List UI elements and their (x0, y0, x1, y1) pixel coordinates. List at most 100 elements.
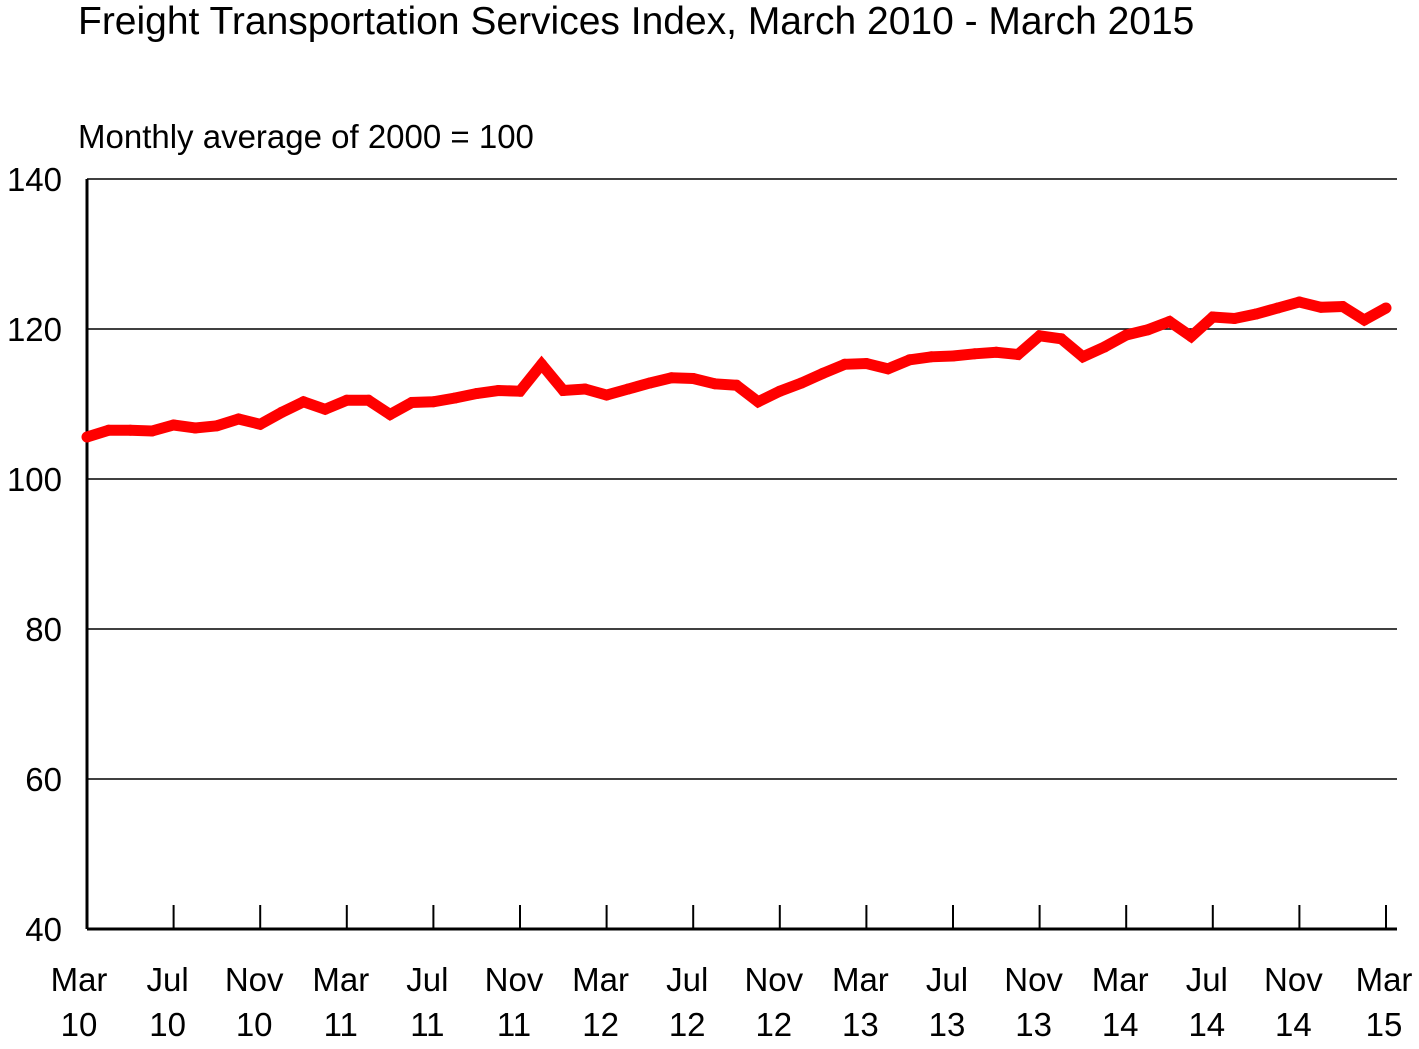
y-tick-label-140: 140 (7, 161, 62, 198)
y-tick-label-60: 60 (25, 761, 62, 798)
data-point-58 (1337, 301, 1349, 312)
data-point-39 (925, 351, 937, 363)
x-tick-label-mar-12: Mar 12 (572, 961, 629, 1043)
data-point-31 (752, 396, 764, 408)
x-tick-month: Nov (225, 961, 284, 998)
data-point-23 (579, 383, 591, 395)
data-point-26 (644, 377, 656, 389)
series-layer (81, 296, 1392, 443)
x-tick-label-nov-14: Nov 14 (1264, 961, 1323, 1043)
x-tick-year: 12 (669, 1006, 706, 1043)
data-point-4 (168, 419, 180, 431)
gridlines (87, 178, 1397, 780)
axes (85, 179, 1397, 931)
data-point-40 (947, 350, 959, 362)
x-tick-month: Jul (666, 961, 708, 998)
data-point-33 (795, 377, 807, 389)
x-tick-year: 11 (497, 1006, 531, 1043)
data-point-38 (904, 354, 916, 366)
x-tick-month: Mar (51, 961, 108, 998)
x-tick-year: 10 (149, 1006, 186, 1043)
x-tick-label-jul-13: Jul 13 (926, 961, 968, 1043)
data-point-51 (1185, 331, 1197, 342)
x-tick-month: Nov (1004, 961, 1063, 998)
data-point-19 (492, 385, 504, 396)
x-tick-year: 14 (1102, 1006, 1139, 1043)
x-tick-month: Nov (744, 961, 803, 998)
x-tick-month: Mar (1356, 961, 1413, 998)
data-point-7 (233, 413, 245, 425)
x-tick-label-jul-12: Jul 12 (666, 961, 708, 1043)
y-tick-label-120: 120 (7, 311, 62, 348)
x-tick-year: 13 (1015, 1006, 1052, 1043)
data-point-42 (990, 346, 1002, 358)
data-point-2 (124, 424, 136, 436)
data-point-16 (427, 396, 439, 408)
data-point-11 (319, 403, 331, 415)
x-tick-label-nov-13: Nov 13 (1004, 961, 1063, 1043)
y-tick-label-80: 80 (25, 611, 62, 648)
data-point-49 (1142, 324, 1154, 336)
y-tick-label-100: 100 (7, 461, 62, 498)
x-tick-year: 10 (61, 1006, 98, 1043)
x-tick-year: 13 (929, 1006, 966, 1043)
data-point-0 (81, 431, 93, 443)
data-point-52 (1207, 311, 1219, 323)
x-tick-label-nov-11: Nov 11 (485, 961, 544, 1043)
data-point-50 (1164, 316, 1175, 327)
data-point-54 (1250, 308, 1262, 320)
x-tick-label-jul-11: Jul 11 (406, 961, 448, 1043)
data-point-8 (254, 418, 266, 430)
x-tick-year: 14 (1275, 1006, 1312, 1043)
data-point-48 (1120, 329, 1132, 341)
data-point-27 (666, 372, 678, 384)
x-tick-month: Jul (147, 961, 189, 998)
data-point-47 (1099, 341, 1111, 353)
x-tick-label-mar-10: Mar 10 (51, 961, 108, 1043)
x-tick-year: 12 (755, 1006, 792, 1043)
data-point-10 (298, 396, 309, 408)
data-point-37 (882, 363, 894, 375)
data-point-9 (276, 406, 288, 418)
data-point-17 (449, 392, 461, 404)
data-point-53 (1228, 313, 1240, 324)
data-point-55 (1272, 302, 1284, 314)
data-point-3 (146, 425, 158, 437)
x-tick-month: Jul (926, 961, 968, 998)
y-tick-labels: 140 120 100 80 60 40 (7, 161, 62, 948)
data-point-20 (514, 385, 526, 397)
data-point-59 (1358, 314, 1370, 326)
x-tick-year: 13 (842, 1006, 879, 1043)
x-tick-year: 12 (582, 1006, 619, 1043)
x-tick-label-jul-10: Jul 10 (147, 961, 189, 1043)
x-tick-label-jul-14: Jul 14 (1186, 961, 1228, 1043)
data-point-15 (406, 397, 418, 408)
x-tick-label-mar-15: Mar 15 (1356, 961, 1413, 1043)
data-point-34 (817, 367, 829, 379)
x-tick-month: Jul (406, 961, 448, 998)
data-point-1 (103, 424, 115, 436)
data-point-12 (341, 394, 353, 406)
data-point-5 (189, 422, 201, 434)
x-tick-label-mar-11: Mar 11 (312, 961, 369, 1043)
data-point-43 (1012, 349, 1024, 360)
x-tick-label-mar-14: Mar 14 (1092, 961, 1149, 1043)
x-tick-label-nov-10: Nov 10 (225, 961, 284, 1043)
x-tick-year: 10 (236, 1006, 273, 1043)
x-tick-month: Nov (1264, 961, 1323, 998)
data-point-32 (774, 385, 786, 397)
data-point-6 (211, 420, 223, 432)
x-tick-month: Nov (485, 961, 544, 998)
x-tick-year: 11 (324, 1006, 358, 1043)
data-point-46 (1077, 351, 1089, 363)
data-point-60 (1380, 302, 1392, 314)
data-point-21 (536, 358, 548, 370)
x-tick-label-mar-13: Mar 13 (832, 961, 889, 1043)
data-point-41 (969, 348, 981, 360)
x-tick-month: Jul (1186, 961, 1228, 998)
y-tick-label-40: 40 (25, 911, 62, 948)
chart-subtitle: Monthly average of 2000 = 100 (78, 118, 534, 155)
data-point-36 (860, 358, 872, 369)
data-point-35 (839, 358, 851, 370)
data-point-24 (601, 389, 613, 401)
